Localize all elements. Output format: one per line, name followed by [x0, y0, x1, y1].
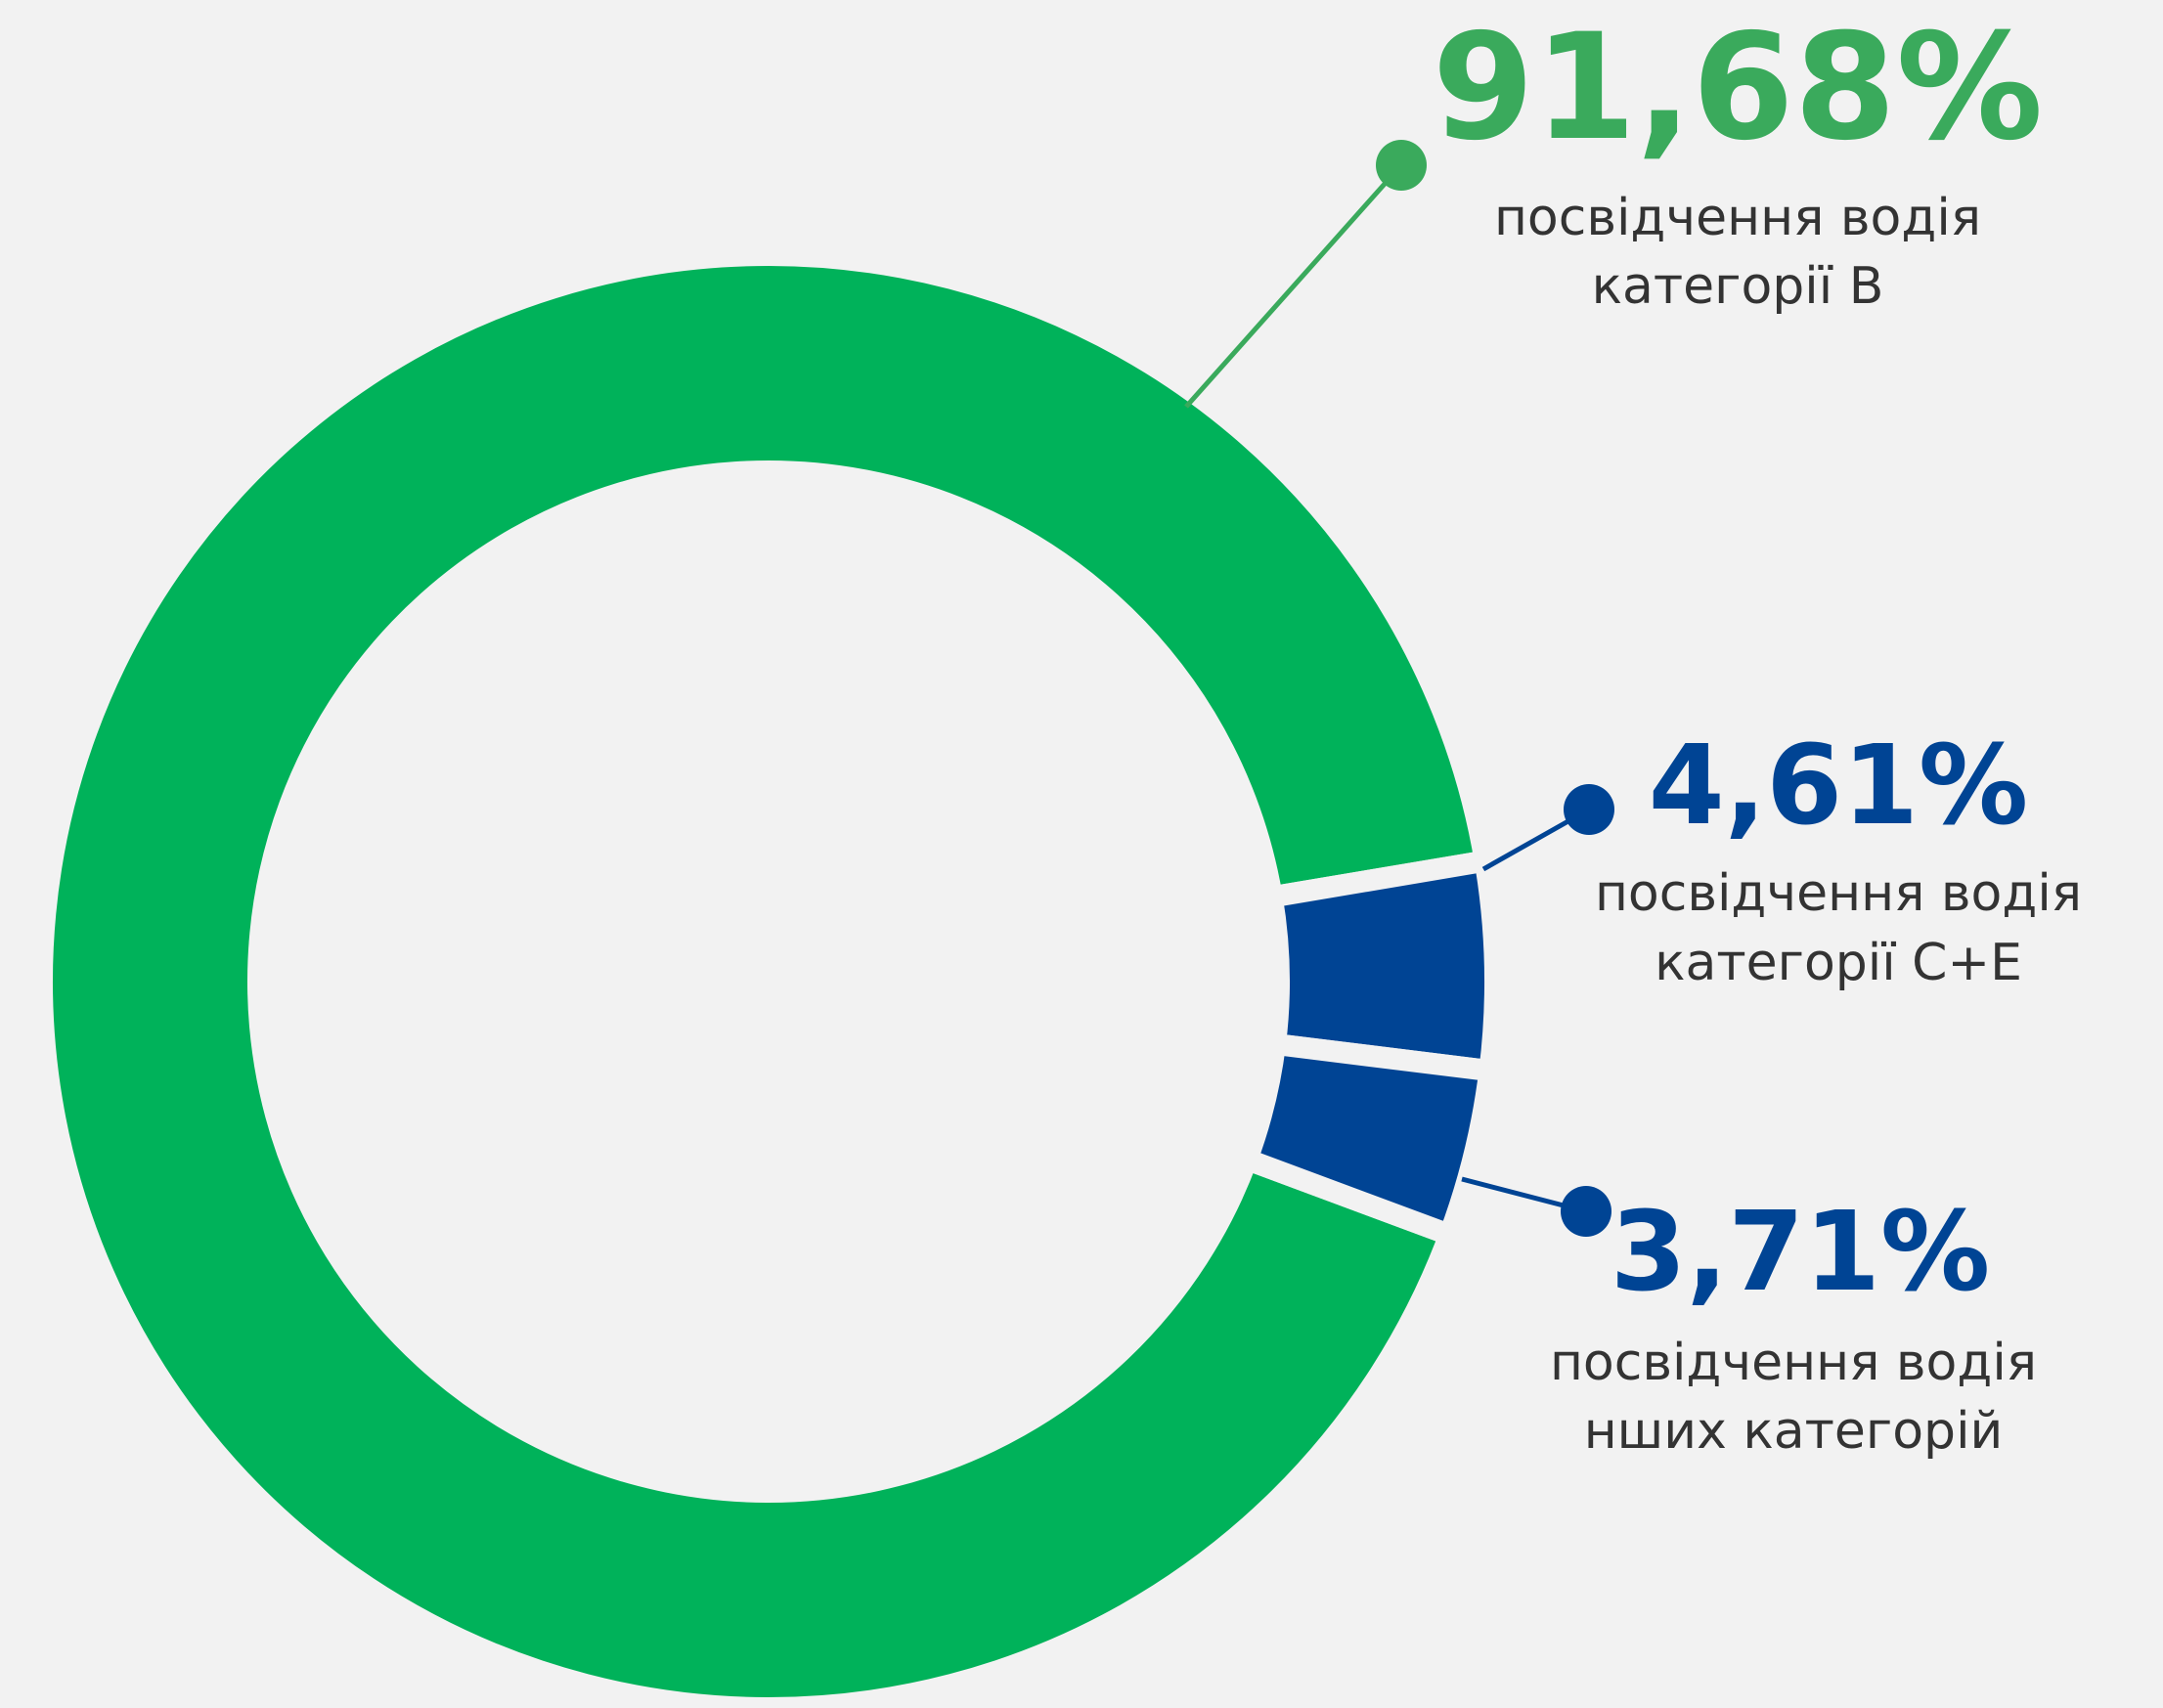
category-label: посвідчення водія [1494, 189, 1981, 247]
category-label: категорії B [1592, 257, 1884, 316]
donut-segment [31, 243, 1498, 1708]
value-label: 4,61% [1649, 723, 2029, 850]
leader-line [1184, 163, 1403, 409]
category-label: нших категорій [1584, 1402, 2004, 1461]
category-label: категорії C+E [1655, 934, 2022, 992]
value-label: 3,71% [1611, 1189, 1991, 1316]
category-label: посвідчення водія [1550, 1334, 2037, 1392]
donut-segment [1233, 1031, 1502, 1249]
value-label: 91,68% [1433, 3, 2044, 173]
category-label: посвідчення водія [1595, 864, 2082, 923]
leader-dot [1564, 784, 1614, 835]
leader-dot [1561, 1186, 1611, 1237]
leader-dot [1376, 140, 1427, 191]
